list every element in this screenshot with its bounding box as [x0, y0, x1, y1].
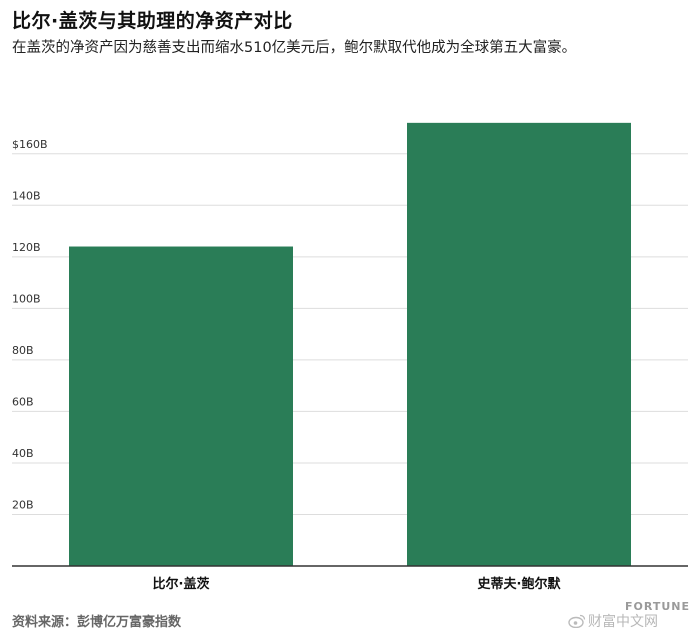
- weibo-icon: [568, 614, 586, 628]
- bar: [69, 246, 293, 567]
- weibo-watermark: 财富中文网: [568, 611, 658, 631]
- fortune-logo: FORTUNE: [625, 600, 690, 613]
- y-tick-label: 20B: [12, 498, 34, 511]
- y-tick-label: 40B: [12, 447, 34, 460]
- x-category-label: 史蒂夫·鲍尔默: [478, 576, 562, 592]
- y-tick-label: 100B: [12, 292, 41, 305]
- chart-title: 比尔·盖茨与其助理的净资产对比: [12, 10, 293, 32]
- y-tick-label: 120B: [12, 241, 41, 254]
- y-tick-label: 80B: [12, 344, 34, 357]
- source-note: 资料来源：彭博亿万富豪指数: [12, 615, 182, 630]
- y-tick-label: 60B: [12, 395, 34, 408]
- bar: [407, 122, 631, 567]
- bar-chart: 20B 40B 60B 80B 100B 120B 140B $160B 比尔·盖茨 史蒂夫·鲍尔…: [12, 122, 688, 592]
- y-tick-label: 140B: [12, 189, 41, 202]
- x-category-label: 比尔·盖茨: [153, 576, 211, 592]
- watermark-text: 财富中文网: [588, 614, 658, 630]
- chart-subtitle: 在盖茨的净资产因为慈善支出而缩水510亿美元后，鲍尔默取代他成为全球第五大富豪。: [12, 40, 577, 56]
- y-tick-label: $160B: [12, 138, 48, 151]
